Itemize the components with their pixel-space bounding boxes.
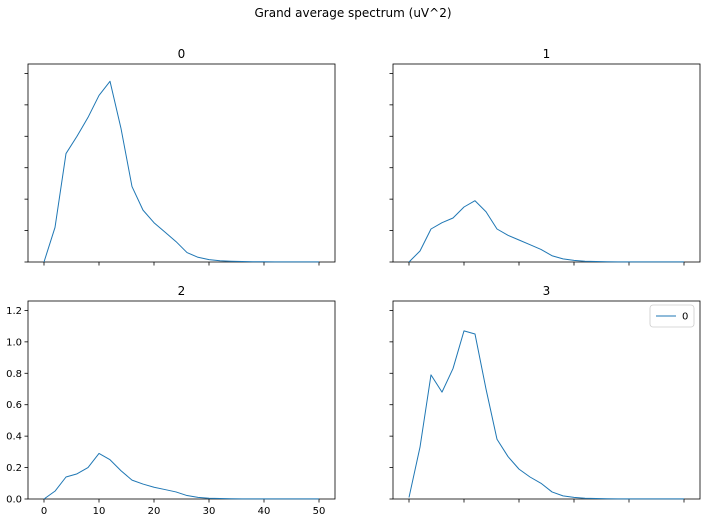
x-tick-label: 30 xyxy=(203,506,216,517)
y-tick-label: 0.8 xyxy=(6,369,22,380)
x-tick-label: 20 xyxy=(148,506,161,517)
subplot-title: 2 xyxy=(178,284,186,298)
y-tick-label: 1.2 xyxy=(6,306,22,317)
x-tick-label: 10 xyxy=(93,506,106,517)
y-tick-label: 1.0 xyxy=(6,337,22,348)
x-tick-label: 40 xyxy=(258,506,271,517)
subplot-title: 3 xyxy=(543,284,551,298)
x-tick-label: 50 xyxy=(313,506,326,517)
subplot-2: 20 10 20 30 40 500.00.20.40.60.81.01.2 xyxy=(6,284,336,517)
subplot-grid: 0 120 10 20 30 40 500.00.20.40.60.81.01.230 xyxy=(6,47,701,517)
x-tick-label: 0 xyxy=(41,506,47,517)
axes-frame xyxy=(27,63,336,263)
subplot-0: 0 xyxy=(24,47,336,266)
y-tick-label: 0.0 xyxy=(6,495,22,506)
subplot-title: 1 xyxy=(543,47,551,61)
series-line-0 xyxy=(43,80,319,263)
figure-suptitle: Grand average spectrum (uV^2) xyxy=(254,6,451,20)
subplot-title: 0 xyxy=(178,47,186,61)
axes-frame xyxy=(27,300,336,500)
axes-frame xyxy=(392,300,701,500)
subplot-3: 30 xyxy=(389,284,701,503)
series-line-0 xyxy=(408,200,684,263)
legend: 0 xyxy=(649,304,695,328)
subplot-1: 1 xyxy=(389,47,701,266)
y-tick-label: 0.4 xyxy=(6,432,22,443)
legend-label: 0 xyxy=(682,312,688,323)
series-line-0 xyxy=(43,452,319,500)
y-tick-label: 0.2 xyxy=(6,463,22,474)
y-tick-label: 0.6 xyxy=(6,400,22,411)
axes-frame xyxy=(392,63,701,263)
series-line-0 xyxy=(408,330,684,500)
